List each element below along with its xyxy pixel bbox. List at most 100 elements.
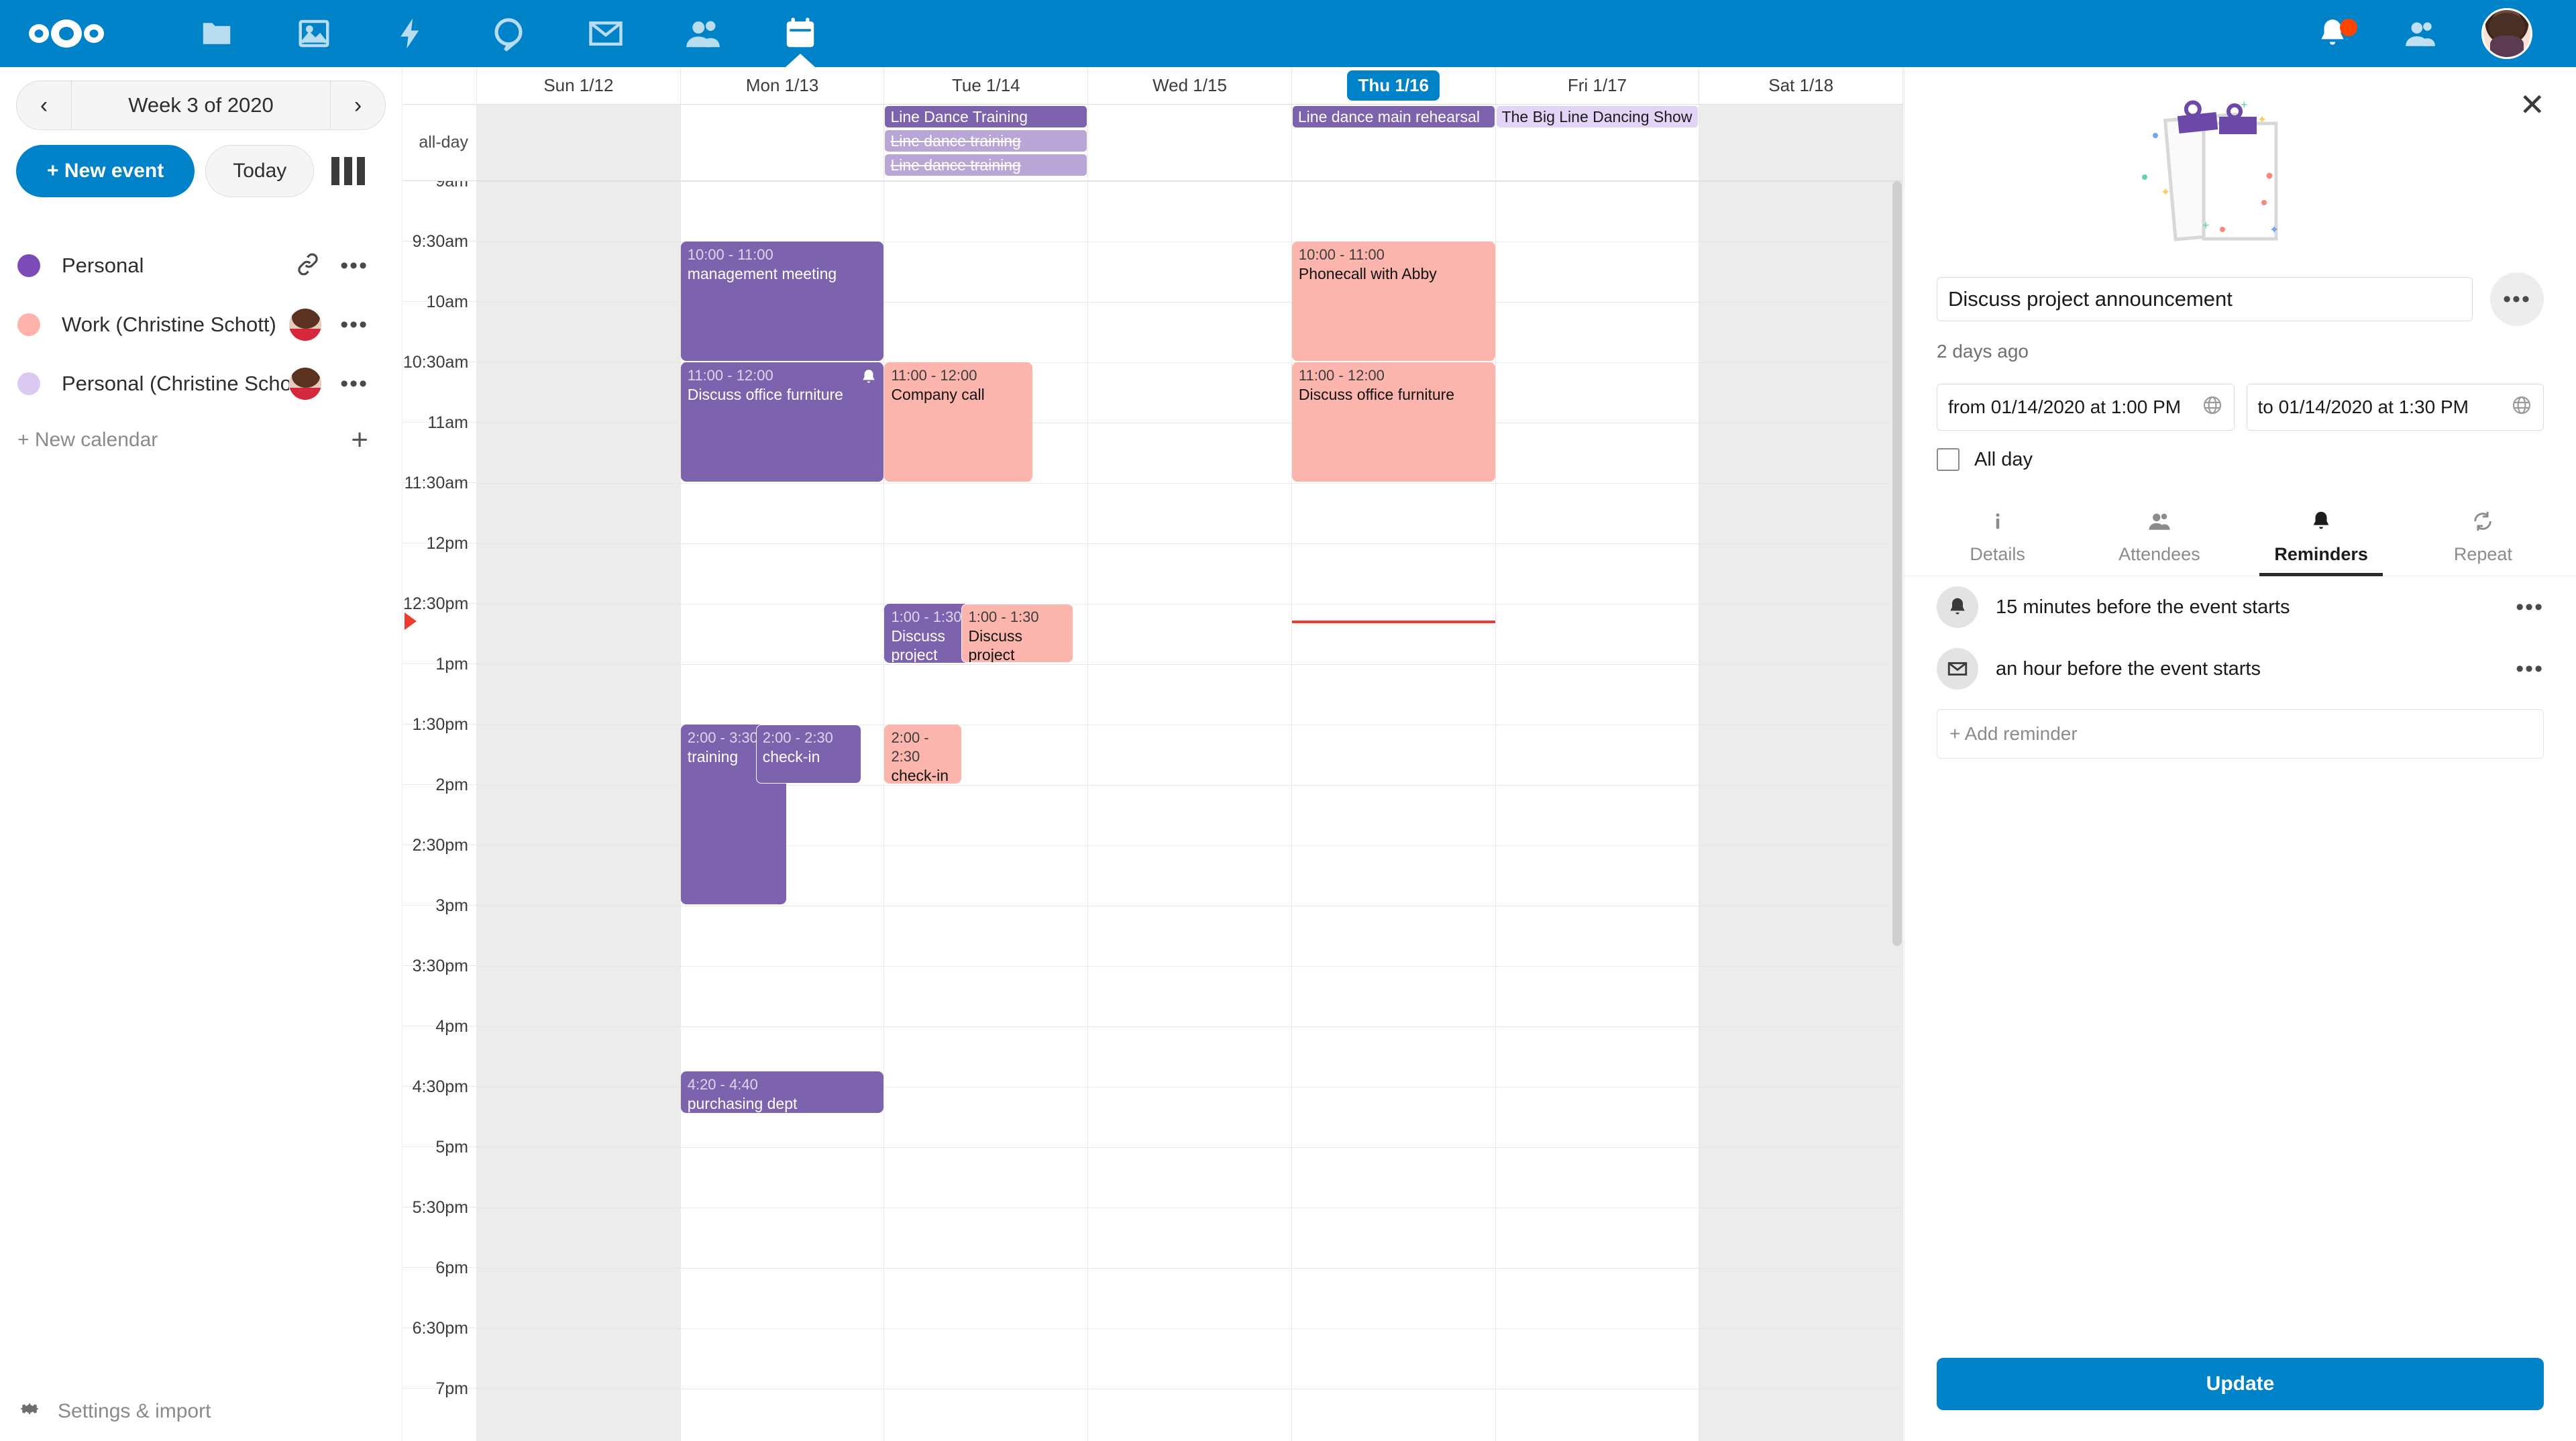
- bell-icon: [2310, 510, 2332, 537]
- calendar-event[interactable]: 4:20 - 4:40 purchasing dept: [680, 1071, 884, 1113]
- grid-line: [884, 302, 1088, 303]
- add-reminder-button[interactable]: + Add reminder: [1937, 709, 2544, 759]
- grid-line: [1088, 302, 1291, 303]
- notifications-icon[interactable]: [2289, 0, 2376, 67]
- calendar-event[interactable]: 1:00 - 1:30 Discuss project: [961, 604, 1073, 663]
- day-column-fri[interactable]: [1495, 181, 1700, 1441]
- grid-line: [884, 966, 1088, 967]
- list-item[interactable]: Work (Christine Schott) •••: [0, 295, 402, 354]
- grid-line: [477, 362, 680, 363]
- plus-icon[interactable]: +: [351, 423, 368, 456]
- contacts-icon[interactable]: [654, 0, 751, 67]
- calendar-event[interactable]: 10:00 - 11:00 management meeting: [680, 242, 884, 361]
- day-header-tue[interactable]: Tue 1/14: [884, 67, 1089, 104]
- day-header-mon[interactable]: Mon 1/13: [681, 67, 885, 104]
- event-time: 11:00 - 12:00: [891, 367, 977, 384]
- day-column-thu[interactable]: 10:00 - 11:00 Phonecall with Abby 11:00 - …: [1291, 181, 1496, 1441]
- all-day-cell-mon[interactable]: [681, 105, 885, 180]
- all-day-event[interactable]: The Big Line Dancing Show: [1496, 106, 1699, 127]
- list-item[interactable]: an hour before the event starts •••: [1904, 638, 2576, 700]
- calendar-more-actions[interactable]: •••: [340, 312, 368, 337]
- week-view-toggle[interactable]: [331, 157, 366, 185]
- calendar-event[interactable]: 2:00 - 2:30 check-in: [884, 725, 962, 784]
- tab-details[interactable]: Details: [1917, 500, 2078, 576]
- all-day-event[interactable]: Line Dance Training: [885, 106, 1087, 127]
- calendar-more-actions[interactable]: •••: [340, 253, 368, 278]
- list-item[interactable]: Personal •••: [0, 236, 402, 295]
- calendar-event[interactable]: 11:00 - 12:00 Company call: [884, 362, 1033, 482]
- mail-icon[interactable]: [557, 0, 654, 67]
- event-detail-panel: ✕ + + ✦ ✦ ✦ •••: [1904, 67, 2576, 1441]
- nextcloud-logo[interactable]: [27, 19, 127, 48]
- day-header-sat[interactable]: Sat 1/18: [1699, 67, 1903, 104]
- grid-line: [1088, 543, 1291, 544]
- contacts-menu-icon[interactable]: [2376, 0, 2463, 67]
- reminder-more-actions[interactable]: •••: [2516, 656, 2544, 682]
- next-week-button[interactable]: ›: [330, 81, 385, 129]
- event-title-input[interactable]: [1937, 277, 2473, 321]
- globe-icon[interactable]: [2202, 394, 2223, 421]
- event-start-date[interactable]: from 01/14/2020 at 1:00 PM: [1937, 384, 2235, 431]
- activity-icon[interactable]: [362, 0, 460, 67]
- all-day-event[interactable]: Line dance training: [885, 130, 1087, 152]
- day-column-wed[interactable]: [1088, 181, 1292, 1441]
- tab-repeat[interactable]: Repeat: [2402, 500, 2564, 576]
- time-label: 3pm: [403, 896, 476, 966]
- all-day-cell-thu[interactable]: Line dance main rehearsal: [1292, 105, 1496, 180]
- calendar-grid-scroll[interactable]: 9am 9:30am 10am 10:30am 11am 11:30am 12pm 12:30…: [403, 181, 1903, 1441]
- time-label: 2:30pm: [403, 836, 476, 906]
- day-column-sun[interactable]: [477, 181, 681, 1441]
- files-icon[interactable]: [168, 0, 265, 67]
- event-end-date[interactable]: to 01/14/2020 at 1:30 PM: [2246, 384, 2544, 431]
- day-column-tue[interactable]: 11:00 - 12:00 Company call 1:00 - 1:30 Disc…: [884, 181, 1089, 1441]
- today-button[interactable]: Today: [205, 145, 315, 197]
- all-day-cell-sun[interactable]: [477, 105, 681, 180]
- tab-attendees[interactable]: Attendees: [2078, 500, 2240, 576]
- globe-icon[interactable]: [2511, 394, 2532, 421]
- event-more-actions[interactable]: •••: [2490, 272, 2544, 326]
- calendar-color-dot: [17, 313, 40, 336]
- all-day-cell-fri[interactable]: The Big Line Dancing Show: [1496, 105, 1700, 180]
- all-day-checkbox[interactable]: [1937, 448, 1960, 471]
- all-day-checkbox-row[interactable]: All day: [1904, 448, 2576, 471]
- calendar-event[interactable]: 11:00 - 12:00 Discuss office furniture: [1291, 362, 1495, 482]
- vertical-scrollbar[interactable]: [1892, 181, 1902, 946]
- all-day-event[interactable]: Line dance training: [885, 154, 1087, 176]
- time-label: 4:30pm: [403, 1077, 476, 1147]
- day-header-thu[interactable]: Thu 1/16: [1292, 67, 1496, 104]
- previous-week-button[interactable]: ‹: [17, 81, 72, 129]
- grid-line: [680, 966, 884, 967]
- settings-and-import-link[interactable]: Settings & import: [0, 1382, 402, 1441]
- current-week-label[interactable]: Week 3 of 2020: [128, 93, 274, 117]
- reminder-more-actions[interactable]: •••: [2516, 594, 2544, 620]
- list-item[interactable]: 15 minutes before the event starts •••: [1904, 576, 2576, 638]
- day-column-sat[interactable]: [1699, 181, 1903, 1441]
- day-header-wed[interactable]: Wed 1/15: [1088, 67, 1292, 104]
- update-button[interactable]: Update: [1937, 1358, 2544, 1410]
- photos-icon[interactable]: [265, 0, 362, 67]
- svg-text:✦: ✦: [2161, 186, 2170, 199]
- all-day-cell-sat[interactable]: [1699, 105, 1903, 180]
- new-event-button[interactable]: + New event: [16, 145, 195, 197]
- grid-line: [477, 664, 680, 665]
- all-day-cell-tue[interactable]: Line Dance Training Line dance training …: [884, 105, 1089, 180]
- all-day-event[interactable]: Line dance main rehearsal: [1292, 106, 1495, 127]
- link-icon[interactable]: [294, 251, 321, 281]
- talk-icon[interactable]: [460, 0, 557, 67]
- tab-reminders[interactable]: Reminders: [2241, 500, 2402, 576]
- calendar-event[interactable]: 11:00 - 12:00 Discuss office furniture: [680, 362, 884, 482]
- new-calendar-button[interactable]: + New calendar +: [0, 413, 402, 467]
- calendar-icon[interactable]: [751, 0, 849, 67]
- avatar[interactable]: [2463, 0, 2551, 67]
- calendar-event[interactable]: 2:00 - 2:30 check-in: [755, 725, 862, 784]
- all-day-cell-wed[interactable]: [1088, 105, 1292, 180]
- bell-icon: [860, 368, 877, 390]
- close-icon[interactable]: ✕: [2519, 87, 2545, 122]
- calendar-more-actions[interactable]: •••: [340, 371, 368, 396]
- list-item[interactable]: Personal (Christine Scho... •••: [0, 354, 402, 413]
- day-column-mon[interactable]: 10:00 - 11:00 management meeting 11:00 - 1…: [680, 181, 885, 1441]
- time-label: 10am: [403, 292, 476, 362]
- calendar-event[interactable]: 10:00 - 11:00 Phonecall with Abby: [1291, 242, 1495, 361]
- day-header-sun[interactable]: Sun 1/12: [477, 67, 681, 104]
- day-header-fri[interactable]: Fri 1/17: [1496, 67, 1700, 104]
